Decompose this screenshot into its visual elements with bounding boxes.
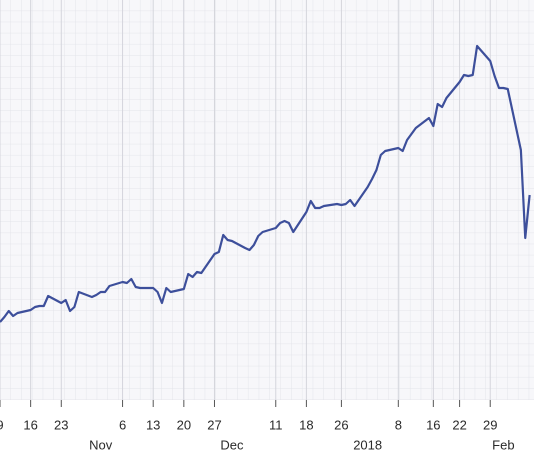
x-tick-label: 16 [23, 417, 37, 432]
x-tick-label: 6 [119, 417, 126, 432]
x-axis: 9 16 23 6 13 20 27 11 18 26 8 16 22 29 Nov Dec 2018 Feb [0, 400, 515, 452]
x-tick-label: 20 [177, 417, 191, 432]
x-tick-label: 9 [0, 417, 4, 432]
x-tick-label: 22 [452, 417, 466, 432]
grid [0, 0, 491, 400]
x-period-label: Dec [220, 437, 244, 452]
x-tick-label: 29 [483, 417, 497, 432]
x-period-label: 2018 [353, 437, 382, 452]
x-tick-label: 23 [54, 417, 68, 432]
data-line [0, 44, 531, 323]
x-tick-label: 18 [299, 417, 313, 432]
x-tick-label: 11 [269, 417, 283, 432]
x-tick-label: 27 [207, 417, 221, 432]
x-tick-label: 26 [334, 417, 348, 432]
marks [0, 44, 531, 323]
x-period-label: Nov [89, 437, 113, 452]
minor-grid [0, 0, 534, 400]
x-tick-label: 13 [146, 417, 160, 432]
x-tick-label: 16 [426, 417, 440, 432]
x-tick-label: 8 [395, 417, 402, 432]
x-period-label: Feb [492, 437, 514, 452]
